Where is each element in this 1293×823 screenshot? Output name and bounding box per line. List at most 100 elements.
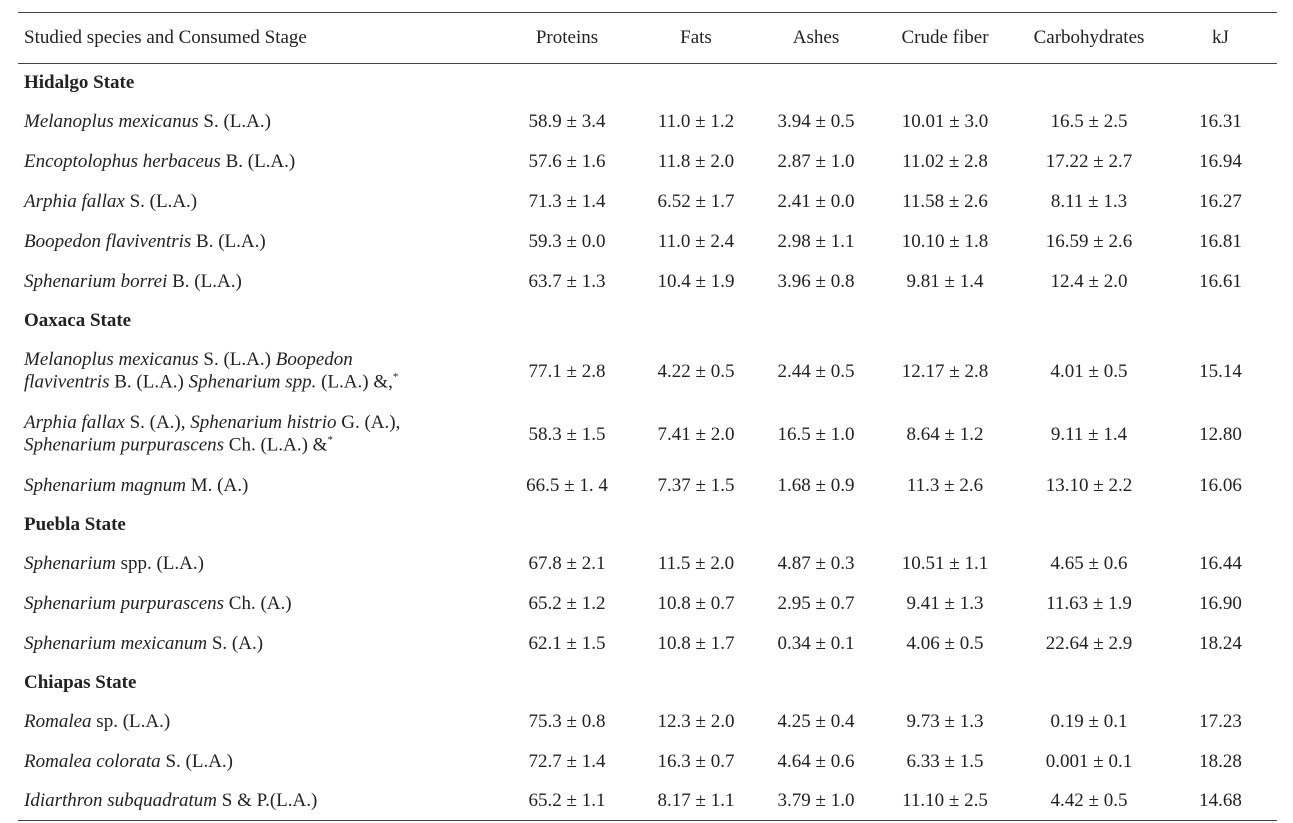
section-title: Chiapas State — [24, 672, 137, 693]
kj-cell: 16.94 — [1199, 151, 1242, 172]
species-name-part: B. (L.A.) — [109, 371, 189, 393]
proteins-cell: 65.2 ± 1.1 — [498, 782, 636, 821]
species-name-part: Sphenarium borrei — [24, 271, 168, 292]
table-row: Sphenarium mexicanum S. (A.) 62.1 ± 1.5 10… — [18, 624, 1277, 664]
species-name-part: Arphia fallax — [24, 191, 125, 212]
species-name-part: Romalea colorata — [24, 751, 161, 772]
table-row: Sphenarium magnum M. (A.) 66.5 ± 1. 4 7.37… — [18, 466, 1277, 506]
species-cell: Melanoplus mexicanus S. (L.A.) Boopedon f… — [18, 340, 498, 403]
ashes-cell: 2.41 ± 0.0 — [777, 191, 855, 212]
crude-fiber-cell: 9.81 ± 1.4 — [906, 271, 984, 292]
species-name-part: S. (L.A.) — [124, 191, 198, 212]
carbohydrates-cell: 22.64 ± 2.9 — [1045, 633, 1133, 654]
carbohydrates-cell: 4.65 ± 0.6 — [1050, 553, 1128, 574]
species-cell: Sphenarium spp. (L.A.) — [18, 544, 498, 584]
proteins-cell: 62.1 ± 1.5 — [528, 633, 606, 654]
fats-cell: 7.37 ± 1.5 — [657, 475, 735, 496]
carbohydrates-cell: 16.59 ± 2.6 — [1045, 231, 1133, 252]
species-cell: Arphia fallax S. (L.A.) — [18, 182, 498, 222]
table-row: Idiarthron subquadratum S & P.(L.A.) 65.2… — [18, 782, 1277, 821]
crude-fiber-cell: 9.73 ± 1.3 — [906, 711, 984, 732]
species-name-part: S. (A.), — [124, 412, 191, 434]
kj-cell: 15.14 — [1199, 360, 1242, 382]
species-cell: Sphenarium borrei B. (L.A.) — [18, 262, 498, 302]
species-name-part: Ch. (L.A.) & — [224, 434, 328, 456]
section-title: Puebla State — [24, 514, 126, 535]
species-name-part: B. (L.A.) — [220, 151, 296, 172]
header-species: Studied species and Consumed Stage — [18, 12, 498, 64]
fats-cell: 11.0 ± 2.4 — [657, 231, 735, 252]
proteins-cell: 67.8 ± 2.1 — [528, 553, 606, 574]
crude-fiber-cell: 11.10 ± 2.5 — [876, 782, 1014, 821]
fats-cell: 11.0 ± 1.2 — [657, 111, 735, 132]
fats-cell: 11.5 ± 2.0 — [657, 553, 735, 574]
crude-fiber-cell: 11.58 ± 2.6 — [902, 191, 988, 212]
kj-cell: 16.61 — [1199, 271, 1242, 292]
ashes-cell: 4.25 ± 0.4 — [777, 711, 855, 732]
carbohydrates-cell: 0.001 ± 0.1 — [1045, 751, 1133, 772]
species-name-part: Encoptolophus herbaceus — [24, 151, 221, 172]
table-row: Sphenarium borrei B. (L.A.) 63.7 ± 1.3 10.… — [18, 262, 1277, 302]
crude-fiber-cell: 11.02 ± 2.8 — [902, 151, 988, 172]
kj-cell: 17.23 — [1199, 711, 1242, 732]
carbohydrates-cell: 9.11 ± 1.4 — [1050, 423, 1128, 445]
table-row: Arphia fallax S. (L.A.) 71.3 ± 1.4 6.52 ± … — [18, 182, 1277, 222]
species-name-part: Sphenarium spp. — [188, 371, 317, 393]
kj-cell: 14.68 — [1164, 782, 1277, 821]
table-body: Hidalgo State Melanoplus mexicanus S. (L.… — [18, 64, 1277, 821]
species-name-part: Melanoplus mexicanus — [24, 349, 199, 371]
species-cell: Sphenarium purpurascens Ch. (A.) — [18, 584, 498, 624]
proteins-cell: 58.3 ± 1.5 — [528, 423, 606, 445]
ashes-cell: 4.87 ± 0.3 — [777, 553, 855, 574]
ashes-cell: 0.34 ± 0.1 — [777, 633, 855, 654]
species-name-part: G. (A.), — [336, 412, 401, 434]
ashes-cell: 3.96 ± 0.8 — [777, 271, 855, 292]
carbohydrates-cell: 4.01 ± 0.5 — [1050, 360, 1128, 382]
ashes-cell: 3.94 ± 0.5 — [777, 111, 855, 132]
proteins-cell: 66.5 ± 1. 4 — [526, 475, 608, 496]
section-title: Oaxaca State — [24, 310, 132, 331]
species-name-part: Sphenarium purpurascens — [24, 593, 225, 614]
table-row: Melanoplus mexicanus S. (L.A.) 58.9 ± 3.4… — [18, 102, 1277, 142]
proteins-cell: 72.7 ± 1.4 — [528, 751, 606, 772]
species-cell: Encoptolophus herbaceus B. (L.A.) — [18, 142, 498, 182]
fats-cell: 4.22 ± 0.5 — [657, 360, 735, 382]
header-proteins: Proteins — [498, 12, 636, 64]
header-kj: kJ — [1164, 12, 1277, 64]
carbohydrates-cell: 8.11 ± 1.3 — [1050, 191, 1128, 212]
ashes-cell: 16.5 ± 1.0 — [777, 423, 855, 445]
kj-cell: 16.44 — [1199, 553, 1242, 574]
header-crude-fiber: Crude fiber — [876, 12, 1014, 64]
carbohydrates-cell: 0.19 ± 0.1 — [1050, 711, 1128, 732]
species-name-part: S. (L.A.) — [198, 349, 276, 371]
header-row: Studied species and Consumed Stage Prote… — [18, 12, 1277, 64]
proteins-cell: 58.9 ± 3.4 — [528, 111, 606, 132]
proteins-cell: 75.3 ± 0.8 — [528, 711, 606, 732]
species-name-part: spp. (L.A.) — [115, 553, 204, 574]
table-row: Romalea colorata S. (L.A.) 72.7 ± 1.4 16.3… — [18, 742, 1277, 782]
species-cell: Romalea colorata S. (L.A.) — [18, 742, 498, 782]
section-row: Oaxaca State — [18, 302, 1277, 340]
ashes-cell: 1.68 ± 0.9 — [777, 475, 855, 496]
species-name-part: Ch. (A.) — [224, 593, 292, 614]
proteins-cell: 63.7 ± 1.3 — [528, 271, 606, 292]
kj-cell: 16.31 — [1199, 111, 1242, 132]
crude-fiber-cell: 9.41 ± 1.3 — [906, 593, 984, 614]
kj-cell: 16.06 — [1199, 475, 1242, 496]
section-title: Hidalgo State — [24, 72, 135, 93]
kj-cell: 12.80 — [1199, 423, 1242, 445]
species-cell: Arphia fallax S. (A.), Sphenarium histri… — [18, 403, 498, 466]
section-row: Puebla State — [18, 506, 1277, 544]
table-row: Sphenarium purpurascens Ch. (A.) 65.2 ± 1… — [18, 584, 1277, 624]
species-name-part: (L.A.) &, — [316, 371, 393, 393]
species-name-part: Idiarthron subquadratum — [24, 790, 218, 811]
species-name-part: S. (L.A.) — [160, 751, 233, 772]
fats-cell: 11.8 ± 2.0 — [657, 151, 735, 172]
kj-cell: 18.24 — [1199, 633, 1242, 654]
header-carbohydrates: Carbohydrates — [1014, 12, 1164, 64]
fats-cell: 7.41 ± 2.0 — [657, 423, 735, 445]
fats-cell: 10.4 ± 1.9 — [657, 271, 735, 292]
crude-fiber-cell: 8.64 ± 1.2 — [906, 423, 984, 445]
kj-cell: 18.28 — [1199, 751, 1242, 772]
species-name-part: M. (A.) — [186, 475, 249, 496]
